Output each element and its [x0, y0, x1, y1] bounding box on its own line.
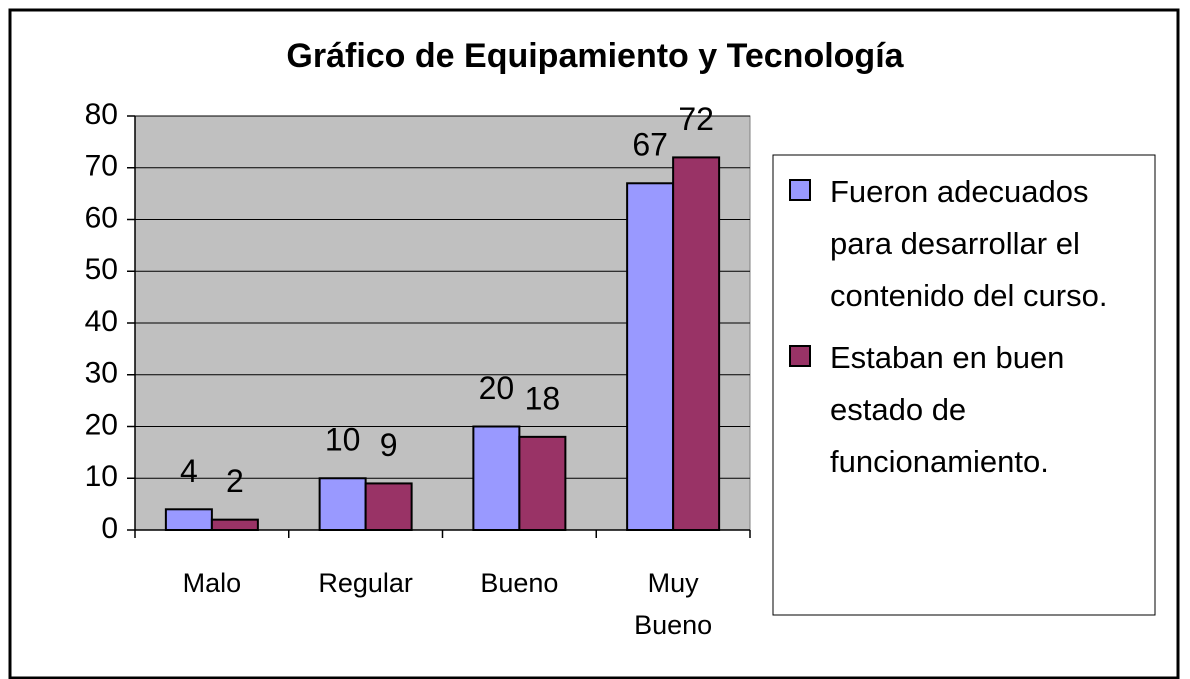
bar — [164, 508, 213, 531]
legend-label: Fueron adecuados para desarrollar el con… — [830, 174, 1108, 313]
y-tick-label: 60 — [85, 201, 118, 234]
x-tick-label: Malo — [182, 568, 242, 598]
legend-swatch — [789, 179, 811, 201]
x-tick-label: Bueno — [480, 568, 559, 598]
x-tick-label: Muy Bueno — [634, 568, 713, 640]
bar — [518, 435, 567, 532]
x-tick-label: Regular — [318, 568, 413, 598]
bar — [210, 518, 259, 532]
bar — [626, 182, 675, 531]
data-label: 10 — [325, 422, 361, 458]
data-label: 2 — [226, 463, 244, 499]
data-label: 18 — [525, 380, 561, 416]
bar — [318, 477, 367, 531]
data-label: 4 — [180, 453, 198, 489]
data-label: 20 — [479, 370, 515, 406]
legend-label: Estaban en buen estado de funcionamiento… — [830, 340, 1065, 479]
legend-swatch — [789, 345, 811, 367]
data-label: 67 — [632, 127, 668, 163]
y-tick-label: 20 — [85, 408, 118, 441]
bar — [472, 425, 521, 531]
y-tick-label: 50 — [85, 253, 118, 286]
y-tick-label: 0 — [101, 512, 118, 545]
chart-title: Gráfico de Equipamiento y Tecnología — [286, 37, 904, 75]
y-tick-label: 30 — [85, 357, 118, 390]
bar — [672, 156, 721, 531]
legend-box — [772, 154, 1156, 616]
data-label: 9 — [380, 427, 398, 463]
data-label: 72 — [678, 101, 714, 137]
y-tick-label: 70 — [85, 150, 118, 183]
bar — [364, 482, 413, 531]
y-tick-label: 40 — [85, 305, 118, 338]
y-tick-label: 80 — [85, 98, 118, 131]
y-tick-label: 10 — [85, 460, 118, 493]
